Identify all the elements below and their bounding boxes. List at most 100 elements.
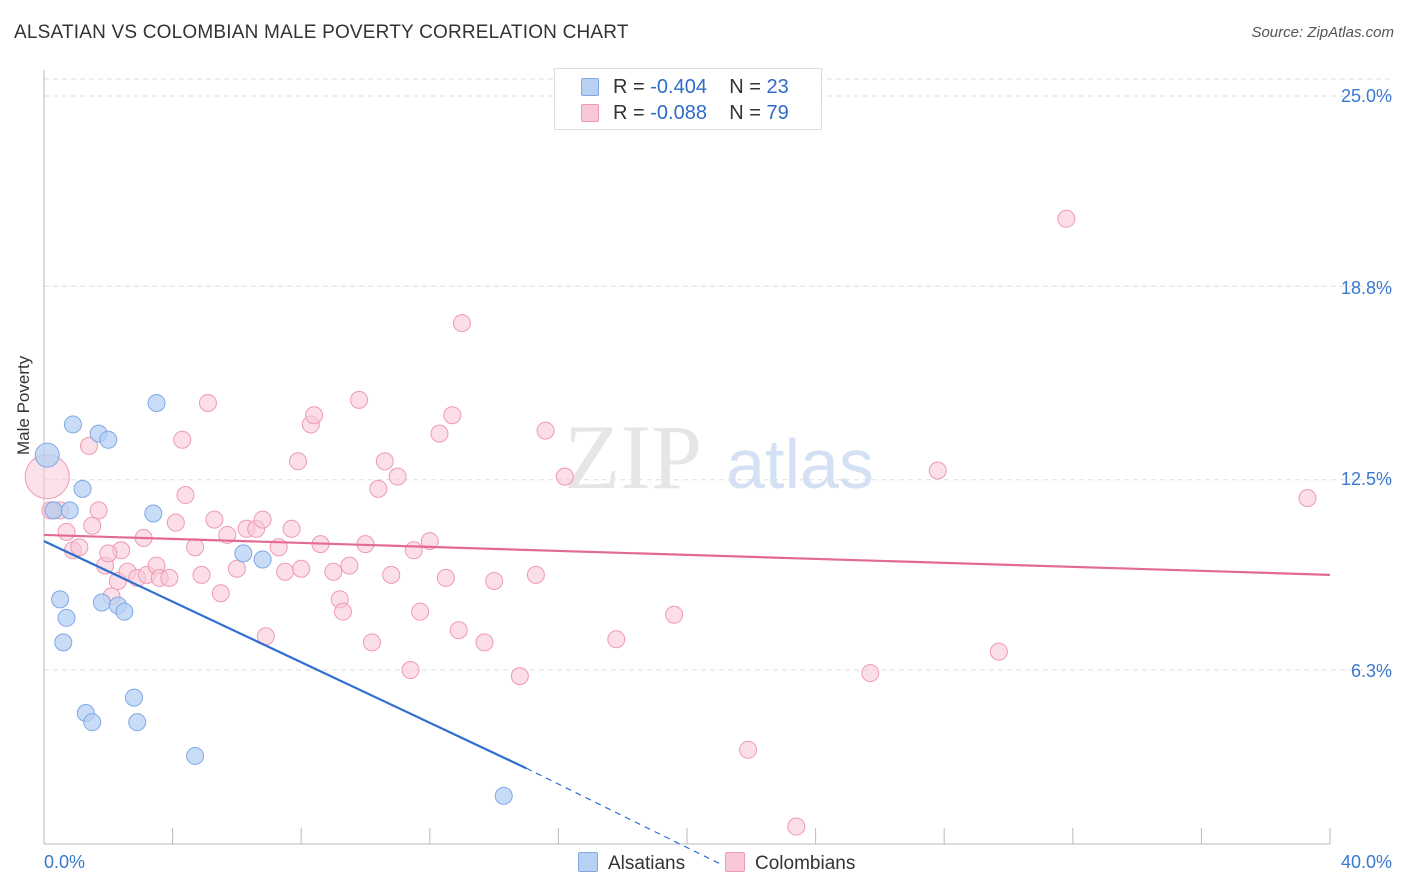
- alsatian-point: [57, 608, 76, 627]
- colombian-point: [288, 452, 307, 471]
- colombian-point: [362, 633, 381, 652]
- legend-r-label: R =: [613, 76, 645, 98]
- legend-swatch-alsatians: [581, 78, 599, 96]
- colombian-point: [452, 314, 471, 333]
- alsatian-point: [234, 544, 253, 563]
- bottom-legend-swatch-alsatians: [578, 852, 598, 872]
- colombian-point: [340, 556, 359, 575]
- colombian-point: [382, 565, 401, 584]
- series-alsatians-points: [34, 393, 513, 805]
- colombian-point: [369, 479, 388, 498]
- colombian-point: [80, 436, 99, 455]
- legend-r-label: R =: [613, 102, 645, 124]
- colombian-point: [436, 568, 455, 587]
- colombian-point: [510, 667, 529, 686]
- colombian-point: [198, 393, 217, 412]
- colombian-point: [861, 664, 880, 683]
- legend-n-label: N =: [729, 76, 761, 98]
- legend-n-value: 23: [766, 76, 789, 98]
- watermark-zip: ZIP: [564, 406, 702, 508]
- alsatian-trend-extension: [525, 767, 720, 864]
- bottom-legend-swatch-colombians: [725, 852, 745, 872]
- colombian-point: [350, 390, 369, 409]
- y-tick-label: 18.8%: [1340, 278, 1392, 298]
- colombian-point: [83, 516, 102, 535]
- watermark-atlas: atlas: [726, 425, 874, 503]
- colombian-point: [555, 467, 574, 486]
- grid-lines: [44, 78, 1392, 671]
- colombian-point: [292, 559, 311, 578]
- colombian-point: [227, 559, 246, 578]
- colombian-point: [989, 642, 1008, 661]
- colombian-point: [57, 522, 76, 541]
- colombian-point: [375, 452, 394, 471]
- source-label: Source: ZipAtlas.com: [1251, 24, 1394, 41]
- legend: R = -0.404 N = 23 R = -0.088 N = 79: [554, 68, 822, 130]
- colombian-point: [1298, 489, 1317, 508]
- colombian-point: [205, 510, 224, 529]
- colombian-point: [430, 424, 449, 443]
- trend-lines: [43, 533, 1331, 864]
- colombian-point: [324, 562, 343, 581]
- bottom-legend-colombians: Colombians: [725, 852, 855, 875]
- colombian-point: [89, 501, 108, 520]
- alsatian-point: [34, 442, 60, 468]
- alsatian-point: [128, 713, 147, 732]
- colombian-point: [173, 430, 192, 449]
- bottom-legend-label-colombians: Colombians: [755, 853, 856, 874]
- legend-r-value: -0.088: [650, 102, 707, 124]
- y-tick-label: 25.0%: [1340, 86, 1392, 106]
- alsatian-point: [115, 602, 134, 621]
- colombian-point: [420, 532, 439, 551]
- alsatian-point: [494, 786, 513, 805]
- alsatian-point: [60, 501, 79, 520]
- alsatian-point: [63, 415, 82, 434]
- legend-r-value: -0.404: [650, 76, 707, 98]
- colombian-point: [449, 621, 468, 640]
- colombian-point: [928, 461, 947, 480]
- y-tick-label: 12.5%: [1340, 469, 1392, 489]
- colombian-point: [401, 661, 420, 679]
- colombian-point: [282, 519, 301, 538]
- alsatian-point: [125, 688, 144, 707]
- colombian-point: [186, 538, 205, 557]
- alsatian-point: [44, 501, 63, 520]
- series-colombians-points: [24, 209, 1317, 836]
- colombian-point: [607, 630, 626, 649]
- colombian-point: [485, 571, 504, 590]
- alsatian-point: [144, 504, 163, 523]
- colombian-point: [404, 541, 423, 560]
- legend-swatch-colombians: [581, 104, 599, 122]
- chart-title: ALSATIAN VS COLOMBIAN MALE POVERTY CORRE…: [14, 22, 629, 43]
- colombian-point: [333, 602, 352, 621]
- alsatian-point: [54, 633, 73, 652]
- colombian-point: [192, 565, 211, 584]
- colombian-point: [526, 565, 545, 584]
- colombian-point: [475, 633, 494, 652]
- colombian-point: [99, 544, 118, 563]
- legend-n-label: N =: [729, 102, 761, 124]
- colombian-trend-line: [43, 533, 1331, 576]
- colombian-point: [218, 525, 237, 544]
- alsatian-point: [186, 746, 205, 765]
- colombian-point: [160, 568, 179, 587]
- colombian-point: [276, 562, 295, 581]
- alsatian-point: [147, 393, 166, 412]
- colombian-point: [166, 513, 185, 532]
- colombian-point: [388, 467, 407, 486]
- colombian-point: [739, 740, 758, 759]
- legend-n-value: 79: [766, 102, 789, 124]
- y-tick-label: 6.3%: [1350, 661, 1392, 681]
- colombian-point: [1057, 209, 1076, 228]
- bottom-legend-alsatians: Alsatians: [578, 852, 685, 875]
- colombian-point: [305, 406, 324, 425]
- alsatian-point: [92, 593, 111, 612]
- colombian-point: [253, 510, 272, 529]
- alsatian-point: [99, 430, 118, 449]
- colombian-point: [787, 817, 806, 836]
- bottom-legend-label-alsatians: Alsatians: [608, 853, 686, 874]
- alsatian-point: [73, 479, 92, 498]
- x-tick-label-min: 0.0%: [44, 852, 86, 872]
- colombian-point: [211, 584, 230, 603]
